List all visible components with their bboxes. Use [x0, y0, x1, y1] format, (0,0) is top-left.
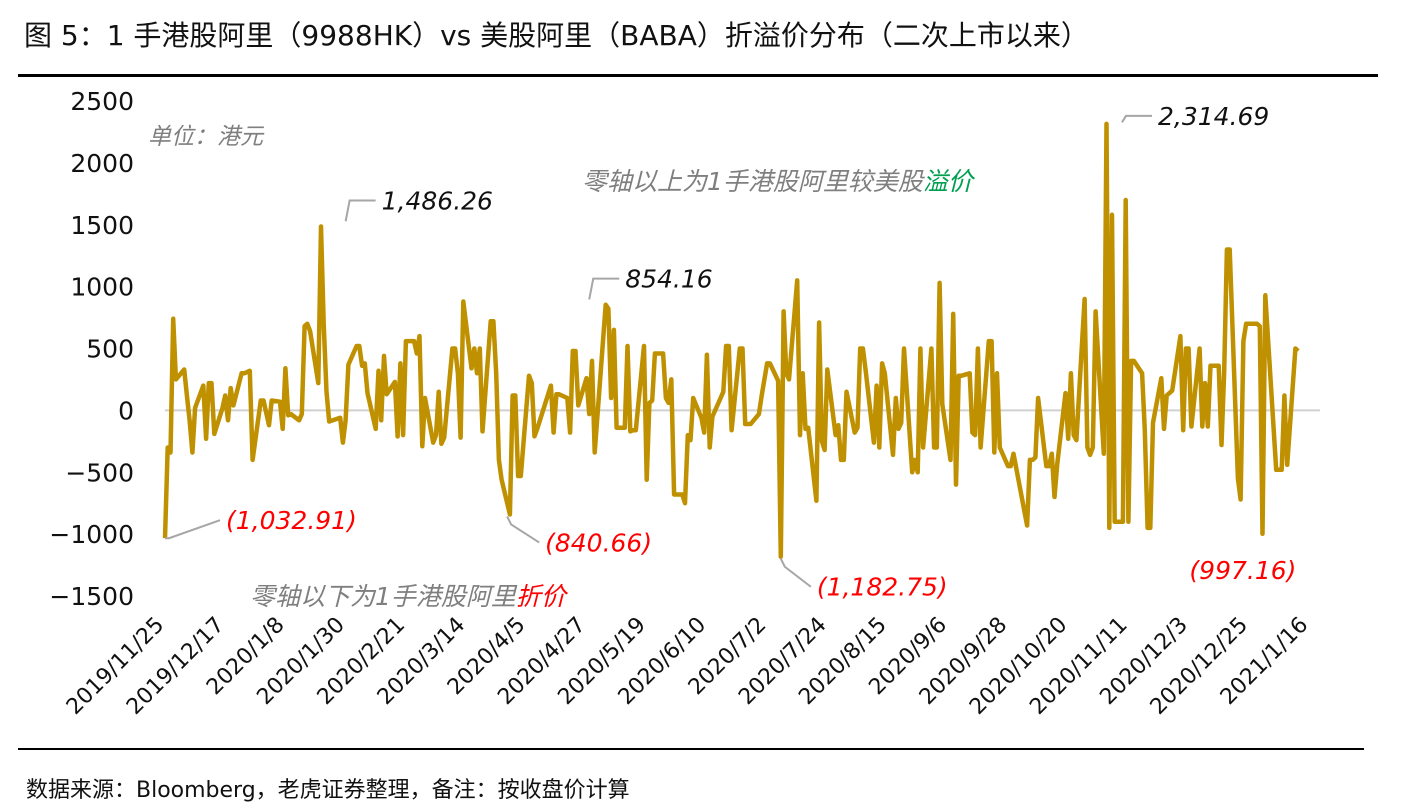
- bottom-rule: [18, 748, 1364, 750]
- note-above-text: 零轴以上为1手港股阿里较美股: [582, 167, 925, 196]
- note-below-text: 零轴以下为1手港股阿里: [250, 582, 518, 611]
- max-annotation: 2,314.69: [1158, 102, 1269, 131]
- top-rule: [18, 74, 1378, 77]
- y-tick-label: 1500: [70, 211, 134, 240]
- y-tick-label: −1000: [49, 520, 134, 549]
- y-tick-label: 1000: [70, 273, 134, 302]
- min-annotation: (1,032.91): [226, 506, 357, 535]
- y-tick-label: 2500: [70, 87, 134, 116]
- min-annotation: (840.66): [545, 528, 652, 557]
- source-note: 数据来源：Bloomberg，老虎证券整理，备注：按收盘价计算: [26, 778, 630, 803]
- annotation-leader: [165, 519, 221, 540]
- y-tick-label: 0: [118, 396, 134, 425]
- y-tick-label: 2000: [70, 149, 134, 178]
- y-tick-label: −500: [65, 458, 134, 487]
- chart-title: 图 5：1 手港股阿里（9988HK）vs 美股阿里（BABA）折溢价分布（二次…: [24, 19, 1089, 52]
- y-tick-label: −1500: [49, 582, 134, 611]
- note-below-highlight: 折价: [516, 582, 569, 611]
- max-annotation: 1,486.26: [382, 186, 493, 215]
- annotation-leader: [506, 515, 540, 544]
- annotation-leader: [588, 277, 620, 300]
- min-annotation: (1,182.75): [817, 573, 948, 602]
- annotation-leader: [779, 558, 812, 588]
- annotations: 1,486.26 854.16 2,314.69 (1,032.91) (840.66)…: [165, 102, 1296, 602]
- y-tick-label: 500: [86, 335, 134, 364]
- unit-label: 单位：港元: [148, 124, 265, 150]
- annotation-leader: [344, 199, 376, 222]
- note-above-zero: 零轴以上为1手港股阿里较美股溢价: [582, 167, 976, 196]
- premium-series-line: [162, 121, 1300, 559]
- annotation-leader: [1121, 114, 1152, 123]
- note-below-zero: 零轴以下为1手港股阿里折价: [250, 582, 569, 611]
- min-annotation: (997.16): [1189, 556, 1296, 585]
- max-annotation: 854.16: [625, 265, 712, 294]
- y-axis: −1500 −1000 −500 0 500 1000 1500 2000 2500: [49, 87, 134, 611]
- note-above-highlight: 溢价: [923, 167, 976, 196]
- x-axis: 2019/11/252019/12/172020/1/82020/1/30202…: [62, 613, 1313, 720]
- line-chart: −1500 −1000 −500 0 500 1000 1500 2000 2500 2019/…: [49, 87, 1320, 720]
